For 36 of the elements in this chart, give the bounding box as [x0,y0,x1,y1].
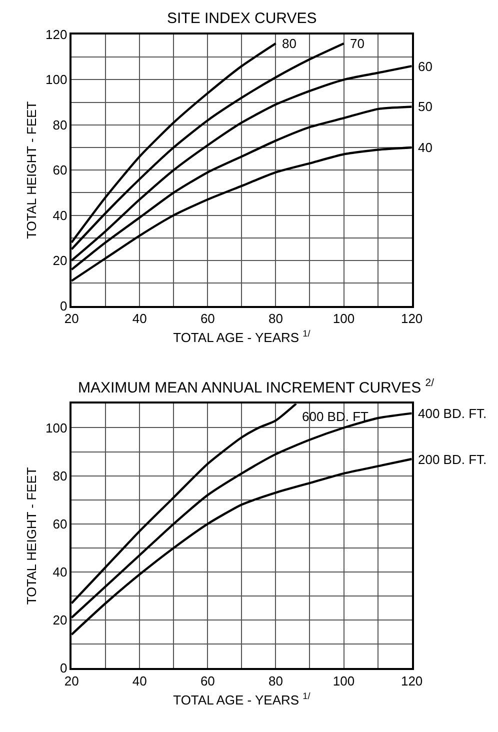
y-axis-title: TOTAL HEIGHT - FEET [24,101,39,239]
x-tick-label: 40 [132,311,147,326]
y-tick-label: 0 [60,298,68,314]
y-tick-label: 100 [46,72,68,88]
y-tick-label: 60 [52,516,68,532]
series-label: 400 BD. FT. [418,406,487,421]
y-tick-label: 40 [52,564,68,580]
x-tick-label: 100 [332,311,355,326]
y-tick-label: 80 [52,468,68,484]
x-tick-label: 100 [332,674,355,689]
x-tick-label: 80 [268,311,283,326]
series-label: 200 BD. FT. [418,452,487,467]
series-label: 80 [282,36,296,51]
y-tick-label: 20 [52,612,68,628]
chart-title: SITE INDEX CURVES [167,10,317,27]
y-axis-title: TOTAL HEIGHT - FEET [24,467,39,605]
x-tick-label: 120 [400,311,423,326]
y-tick-label: 120 [46,26,68,42]
x-tick-label: 60 [200,674,215,689]
series-label: 40 [418,140,432,155]
x-tick-label: 80 [268,674,283,689]
y-tick-label: 40 [52,208,68,223]
y-tick-label: 100 [46,420,68,436]
series-label: 50 [418,99,432,114]
x-axis-title: TOTAL AGE - YEARS $^{1/}$ [173,691,311,708]
y-tick-label: 20 [52,253,68,268]
series-label: 60 [418,59,432,74]
chart-title: MAXIMUM MEAN ANNUAL INCREMENT CURVES $^{2/}$ [78,377,434,396]
y-tick-label: 0 [60,660,68,676]
series-label: 70 [350,36,364,51]
x-tick-label: 40 [132,674,147,689]
y-tick-label: 80 [52,117,68,132]
y-tick-label: 60 [52,162,68,178]
x-tick-label: 60 [200,311,215,326]
x-axis-title: TOTAL AGE - YEARS $^{1/}$ [173,328,311,346]
x-tick-label: 120 [400,674,423,689]
